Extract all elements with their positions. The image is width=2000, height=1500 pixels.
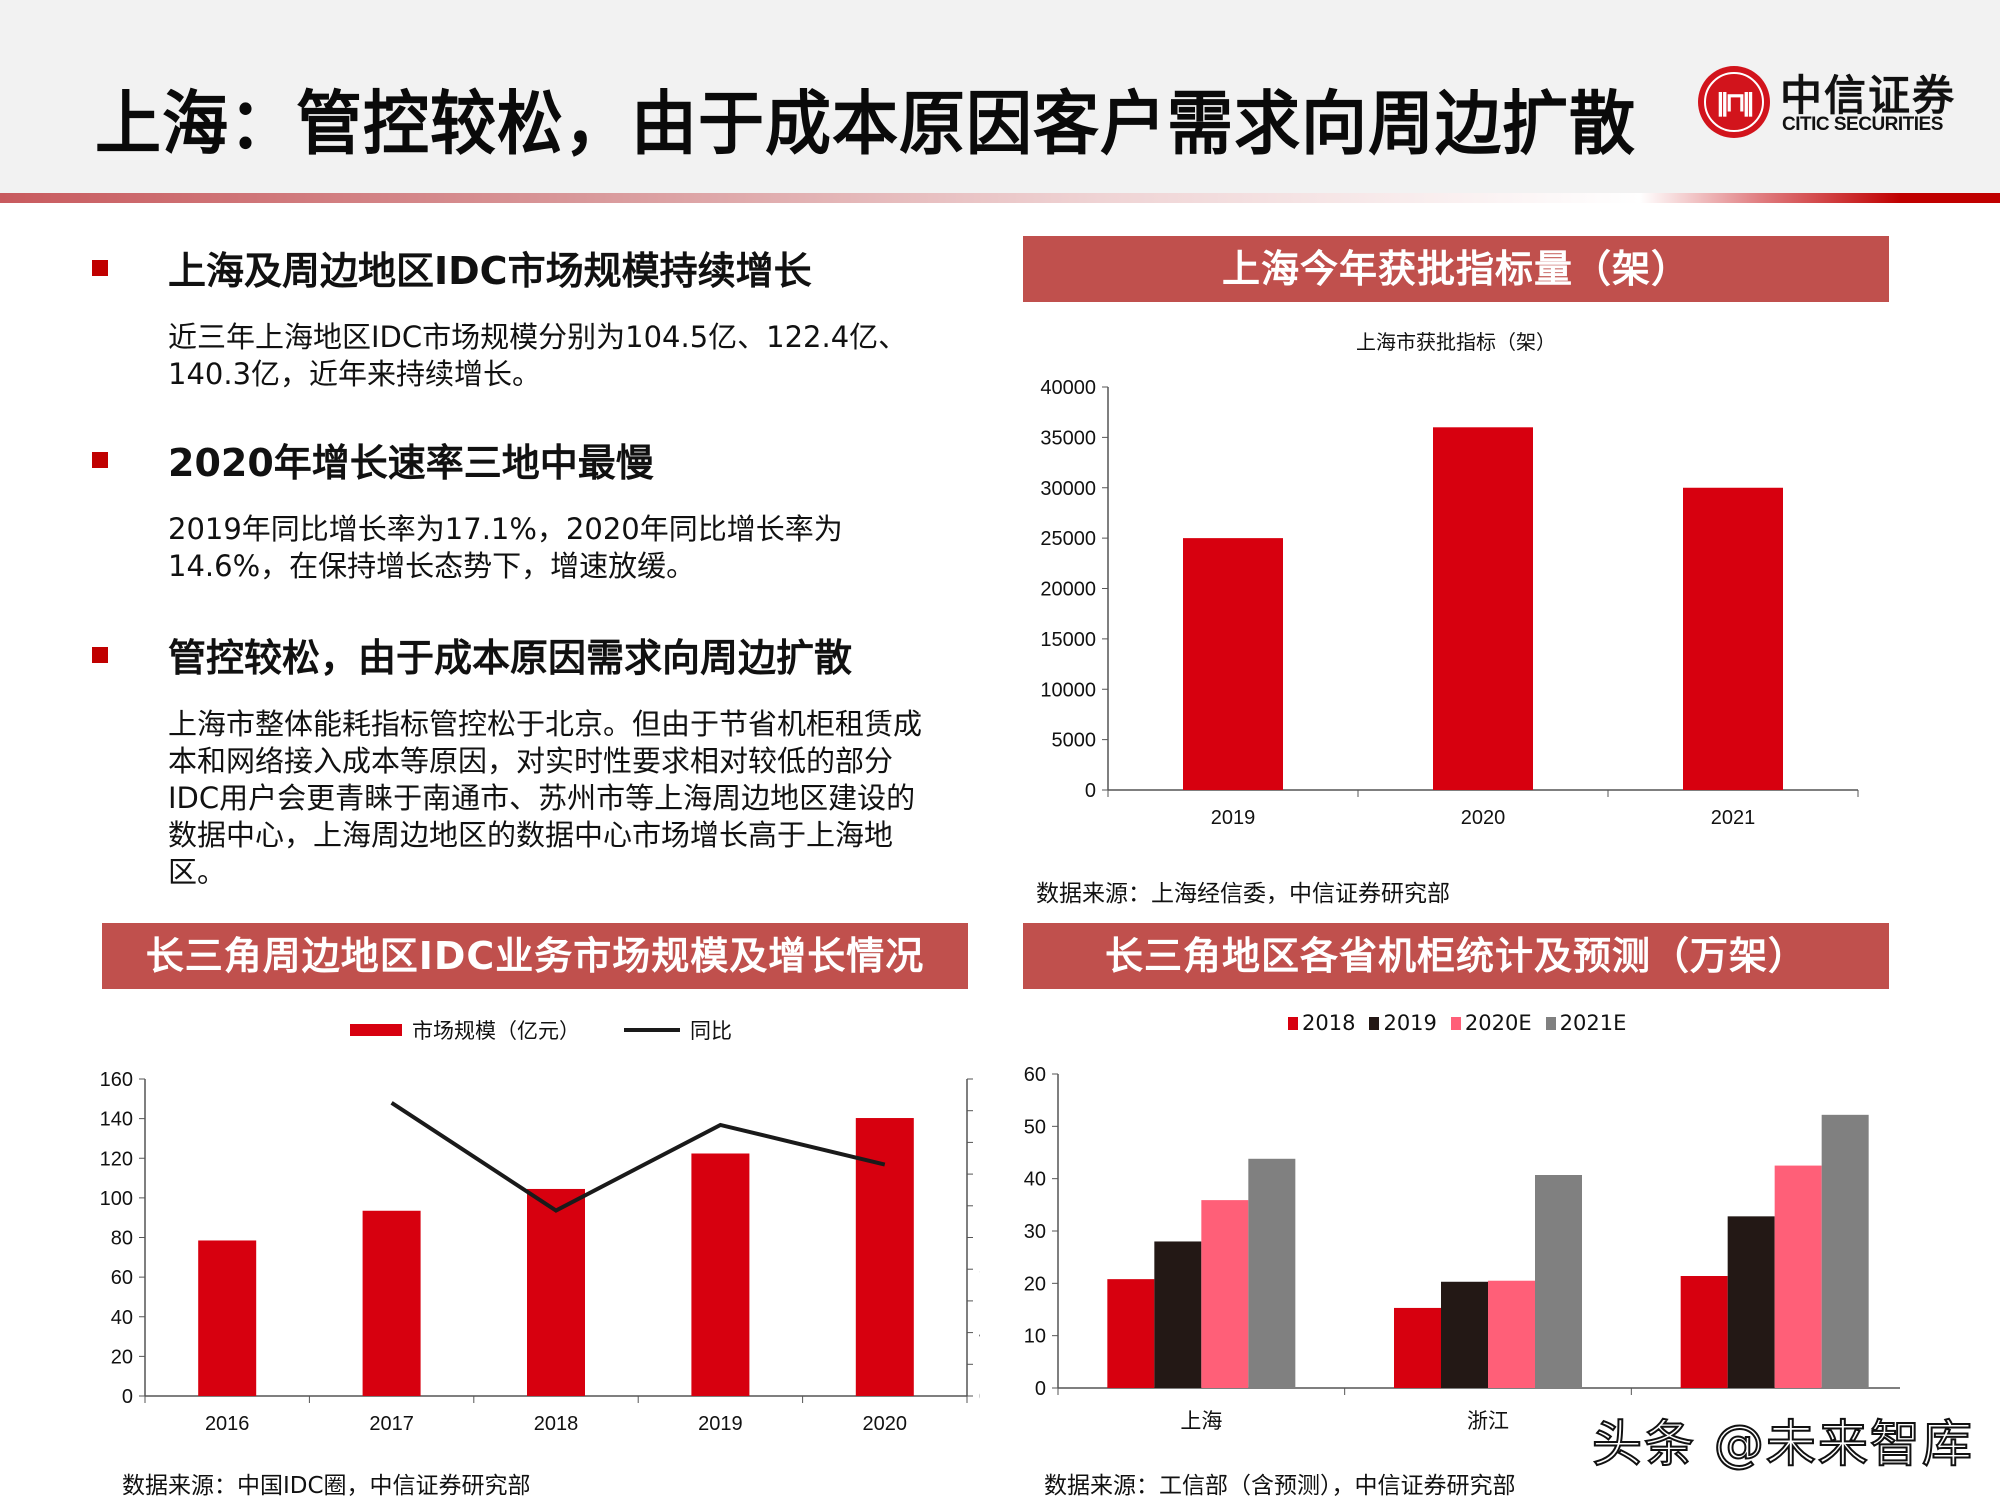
bullet-icon xyxy=(92,452,108,468)
chart-title: 上海市获批指标（架） xyxy=(1356,330,1556,354)
svg-text:40000: 40000 xyxy=(1040,377,1096,399)
panel-banner-market-size: 长三角周边地区IDC业务市场规模及增长情况 xyxy=(102,923,968,989)
cabinets-grouped-bar-chart: 0 10 20 30 40 50 60 上海 浙江 xyxy=(1024,1064,1900,1433)
logo-mark: ||⊓|| xyxy=(1716,87,1754,117)
watermark: 头条 @未来智库 xyxy=(1591,1414,1974,1474)
market-size-combo-chart: 0 20 40 60 80 100 120 140 160 0% 2% 4% 6% 8% 10% 12% 14%… xyxy=(100,1069,980,1430)
svg-text:5000: 5000 xyxy=(1052,730,1097,752)
svg-text:25000: 25000 xyxy=(1040,528,1096,550)
section-heading: 2020年增长速率三地中最慢 xyxy=(168,441,654,485)
legend-swatch-line xyxy=(624,1028,680,1032)
svg-text:40: 40 xyxy=(1024,1169,1046,1191)
svg-text:100: 100 xyxy=(100,1188,133,1210)
svg-text:50: 50 xyxy=(1024,1116,1046,1138)
section-heading: 上海及周边地区IDC市场规模持续增长 xyxy=(168,249,812,293)
legend-label: 2020E xyxy=(1464,1011,1532,1035)
section-body: 近三年上海地区IDC市场规模分别为104.5亿、122.4亿、140.3亿，近年… xyxy=(168,320,908,391)
section-body: 2019年同比增长率为17.1%，2020年同比增长率为14.6%，在保持增长态… xyxy=(168,512,843,583)
svg-text:18%: 18% xyxy=(979,1101,980,1123)
svg-text:2019: 2019 xyxy=(1211,807,1256,829)
svg-text:60: 60 xyxy=(1024,1064,1046,1086)
svg-text:0: 0 xyxy=(1085,780,1096,802)
section-heading: 管控较松，由于成本原因需求向周边扩散 xyxy=(168,636,853,680)
svg-text:2018: 2018 xyxy=(534,1413,579,1430)
legend-label: 2018 xyxy=(1302,1011,1356,1035)
svg-text:6%: 6% xyxy=(979,1291,980,1313)
legend-label: 同比 xyxy=(690,1019,732,1043)
svg-text:2020: 2020 xyxy=(863,1413,908,1430)
svg-text:8%: 8% xyxy=(979,1259,980,1281)
citic-logo: ||⊓|| 中信证券 CITIC SECURITIES xyxy=(1698,62,1988,142)
svg-text:0: 0 xyxy=(1035,1378,1046,1400)
svg-text:30: 30 xyxy=(1024,1221,1046,1243)
svg-text:60: 60 xyxy=(111,1267,133,1289)
svg-text:40: 40 xyxy=(111,1307,133,1329)
legend-swatch-bar xyxy=(350,1024,402,1036)
svg-text:10000: 10000 xyxy=(1040,679,1096,701)
svg-text:浙江: 浙江 xyxy=(1467,1410,1509,1433)
citic-logo-icon: ||⊓|| xyxy=(1698,66,1770,138)
logo-cn-text: 中信证券 xyxy=(1780,71,1957,120)
svg-text:上海: 上海 xyxy=(1180,1410,1222,1433)
svg-text:160: 160 xyxy=(100,1069,133,1091)
panel-banner-approvals: 上海今年获批指标量（架） xyxy=(1023,236,1889,302)
data-source: 数据来源：工信部（含预测），中信证券研究部 xyxy=(1044,1473,1516,1499)
svg-text:2020: 2020 xyxy=(1461,807,1506,829)
slide-title: 上海：管控较松，由于成本原因客户需求向周边扩散 xyxy=(95,83,1636,165)
legend-swatch xyxy=(1545,1016,1556,1030)
svg-text:2%: 2% xyxy=(979,1354,980,1376)
chart-plot: 0 5000 10000 15000 20000 25000 30000 35000 40000… xyxy=(1040,377,1859,829)
svg-text:20000: 20000 xyxy=(1040,579,1096,601)
legend-swatch xyxy=(1288,1016,1298,1030)
svg-text:30000: 30000 xyxy=(1040,478,1096,500)
bullet-icon xyxy=(92,260,108,276)
chart-legend: 2018 2019 2020E 2021E xyxy=(1288,1011,1626,1035)
legend-swatch xyxy=(1369,1016,1380,1030)
legend-label: 市场规模（亿元） xyxy=(412,1019,580,1043)
chart-legend: 市场规模（亿元） 同比 xyxy=(350,1015,732,1045)
logo-en-text: CITIC SECURITIES xyxy=(1782,114,1943,135)
svg-text:0: 0 xyxy=(122,1386,133,1408)
bullet-icon xyxy=(92,647,108,663)
svg-text:14%: 14% xyxy=(979,1164,980,1186)
svg-text:2021: 2021 xyxy=(1711,807,1756,829)
svg-text:2019: 2019 xyxy=(698,1413,743,1430)
svg-text:35000: 35000 xyxy=(1040,427,1096,449)
approvals-bar-chart: 0 5000 10000 15000 20000 25000 30000 35000 40000… xyxy=(1040,377,1859,829)
svg-text:140: 140 xyxy=(100,1109,133,1131)
svg-text:0%: 0% xyxy=(979,1386,980,1408)
svg-text:10%: 10% xyxy=(979,1228,980,1250)
svg-text:12%: 12% xyxy=(979,1196,980,1218)
svg-text:20: 20 xyxy=(111,1346,133,1368)
svg-text:15000: 15000 xyxy=(1040,629,1096,651)
legend-swatch xyxy=(1450,1016,1461,1030)
header-divider xyxy=(0,193,2000,203)
svg-text:2017: 2017 xyxy=(369,1413,414,1430)
svg-text:2016: 2016 xyxy=(205,1413,250,1430)
legend-label: 2021E xyxy=(1559,1011,1627,1035)
svg-text:16%: 16% xyxy=(979,1132,980,1154)
svg-text:80: 80 xyxy=(111,1228,133,1250)
panel-banner-cabinets: 长三角地区各省机柜统计及预测（万架） xyxy=(1023,923,1889,989)
svg-text:120: 120 xyxy=(100,1148,133,1170)
svg-text:10: 10 xyxy=(1024,1326,1046,1348)
legend-label: 2019 xyxy=(1383,1011,1437,1035)
section-body: 上海市整体能耗指标管控松于北京。但由于节省机柜租赁成本和网络接入成本等原因，对实… xyxy=(168,707,923,889)
data-source: 数据来源：上海经信委，中信证券研究部 xyxy=(1036,881,1450,907)
data-source: 数据来源：中国IDC圈，中信证券研究部 xyxy=(122,1473,531,1499)
svg-text:4%: 4% xyxy=(979,1323,980,1345)
svg-text:20: 20 xyxy=(1024,1273,1046,1295)
svg-text:20%: 20% xyxy=(979,1069,980,1091)
slide-header: 上海：管控较松，由于成本原因客户需求向周边扩散 ||⊓|| 中信证券 CITIC… xyxy=(0,0,2000,193)
